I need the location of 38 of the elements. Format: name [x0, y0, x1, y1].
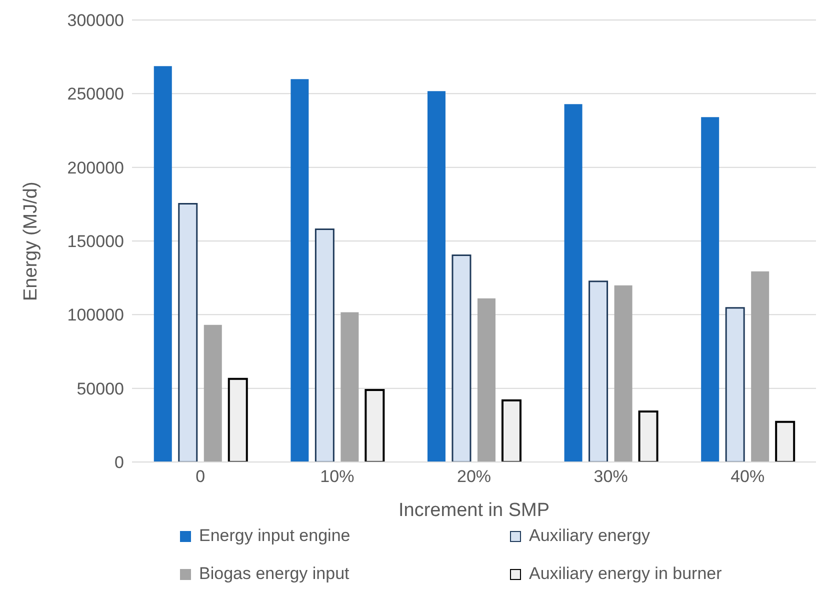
bar [452, 254, 472, 462]
bar [775, 420, 796, 462]
bar [427, 91, 446, 462]
y-tick-label: 150000 [67, 232, 124, 252]
y-tick-label: 200000 [67, 158, 124, 178]
x-tick-label: 20% [456, 467, 492, 486]
bar [501, 399, 522, 462]
y-tick-label: 0 [114, 453, 124, 472]
legend-label: Auxiliary energy in burner [528, 564, 723, 584]
bar [701, 117, 720, 462]
bar [725, 307, 745, 462]
x-axis-title: Increment in SMP [398, 500, 550, 521]
y-tick-label: 250000 [67, 84, 124, 104]
bar [364, 388, 385, 462]
bar [314, 228, 334, 462]
bar [340, 312, 359, 462]
bar [228, 378, 248, 462]
bar [178, 202, 198, 462]
legend-label: Auxiliary energy [528, 526, 651, 546]
bar [638, 410, 658, 462]
y-axis-title: Energy (MJ/d) [20, 182, 42, 301]
legend-label: Biogas energy input [198, 564, 350, 584]
bar [564, 104, 582, 462]
y-tick-label: 100000 [67, 306, 124, 325]
bar [477, 298, 496, 462]
x-tick-label: 0 [196, 467, 206, 486]
bar [204, 324, 222, 462]
bar [290, 79, 309, 462]
bar [614, 285, 632, 462]
x-tick-label: 40% [730, 467, 765, 486]
x-tick-label: 30% [594, 467, 628, 486]
bar [751, 271, 770, 462]
y-tick-label: 300000 [67, 11, 124, 30]
legend-label: Energy input engine [198, 526, 352, 546]
x-tick-label: 10% [320, 467, 354, 486]
bar [154, 66, 172, 462]
bar [588, 280, 608, 462]
y-tick-label: 50000 [76, 379, 124, 398]
